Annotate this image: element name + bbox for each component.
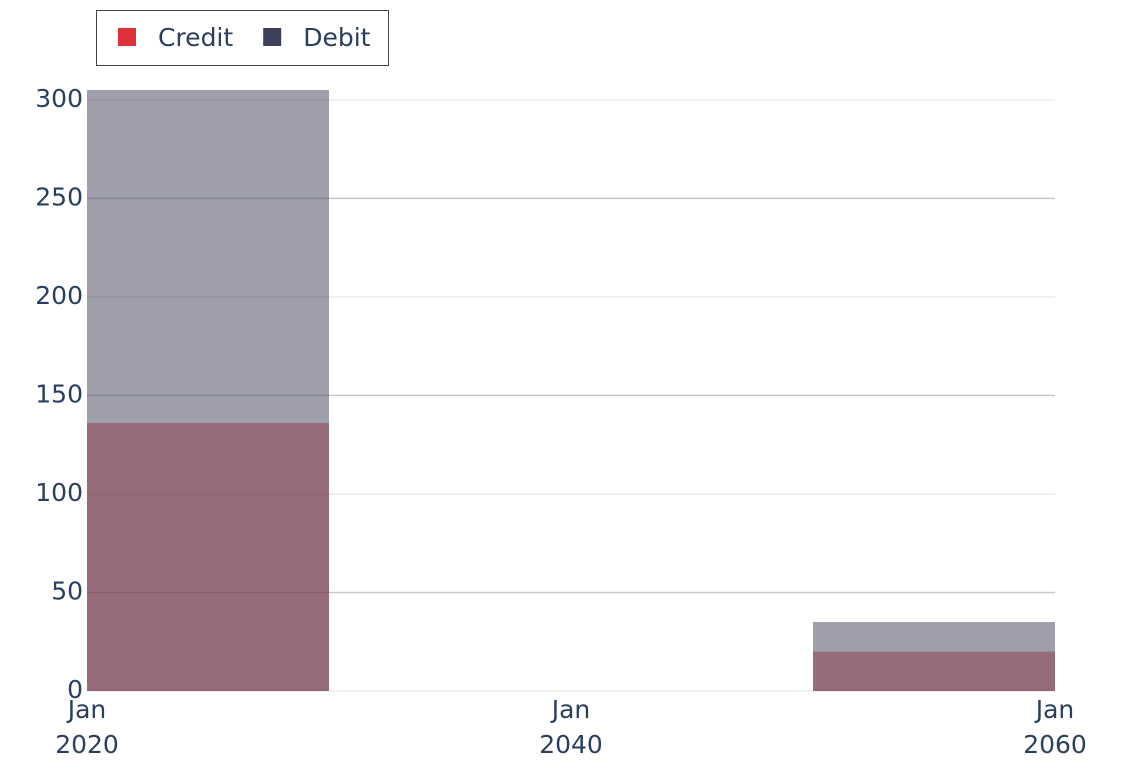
- y-tick-label: 200: [35, 281, 83, 310]
- y-tick-label: 250: [35, 182, 83, 211]
- y-tick-label: 50: [51, 576, 83, 605]
- bar: [87, 90, 329, 691]
- legend-swatch: [118, 28, 136, 46]
- x-tick-label: Jan 2020: [55, 695, 119, 759]
- y-tick-label: 300: [35, 84, 83, 113]
- bar: [813, 622, 1055, 691]
- legend-swatch: [263, 28, 282, 46]
- legend-label: Debit: [303, 23, 370, 52]
- y-tick-label: 0: [67, 675, 83, 704]
- y-tick-label: 150: [35, 379, 83, 408]
- legend-label: Credit: [158, 23, 233, 52]
- y-tick-label: 100: [35, 478, 83, 507]
- x-tick-label: Jan 2040: [539, 695, 603, 759]
- legend-box: [96, 10, 389, 66]
- x-tick-label: Jan 2060: [1023, 695, 1087, 759]
